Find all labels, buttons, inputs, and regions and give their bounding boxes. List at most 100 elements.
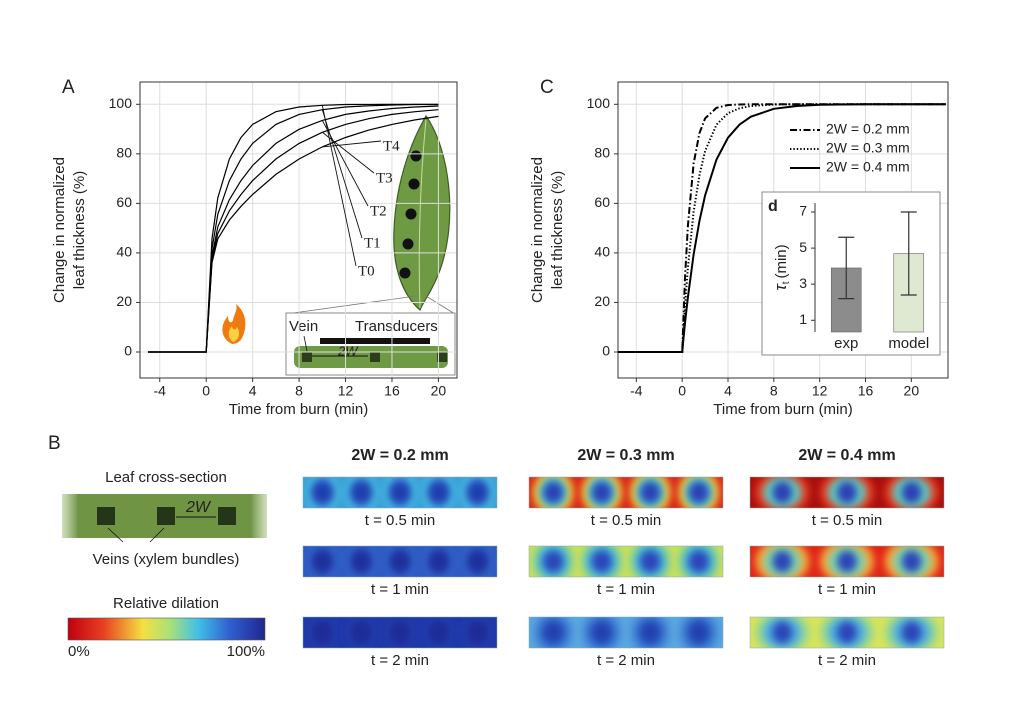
line <box>148 115 439 353</box>
colorbar <box>67 617 266 641</box>
heatmap-frame <box>528 616 724 649</box>
heatmap-vein <box>837 481 857 504</box>
line <box>618 103 946 353</box>
y-label-symbol: τ <box>771 283 790 291</box>
y-tick-label: 1 <box>799 311 807 327</box>
heatmap-vein <box>312 481 333 504</box>
heatmap-vein <box>591 481 612 504</box>
heatmap-vein <box>467 481 488 504</box>
heatmap-frame <box>528 545 724 578</box>
legend-label: 2W = 0.2 mm <box>826 121 910 137</box>
x-tick-label: 8 <box>770 383 778 399</box>
y-tick-label: 5 <box>799 239 807 255</box>
y-tick-label: 60 <box>594 194 610 210</box>
inset-vein-label: Vein <box>289 318 318 335</box>
y-axis-label: leaf thickness (%) <box>549 171 566 289</box>
colorbar-title: Relative dilation <box>113 595 219 612</box>
x-axis-label: Time from burn (min) <box>229 401 368 418</box>
heatmap-vein <box>428 550 449 573</box>
y-axis-label: leaf thickness (%) <box>71 171 88 289</box>
spacing-label: 2W <box>185 499 212 516</box>
x-tick-label: 0 <box>202 383 210 399</box>
heatmap <box>303 617 497 648</box>
line <box>618 103 946 353</box>
heatmap-frame <box>302 476 498 509</box>
y-tick-label: 40 <box>594 244 610 260</box>
series-label: T4 <box>383 138 400 154</box>
y-tick-label: 40 <box>116 244 132 260</box>
time-label: t = 1 min <box>371 581 429 598</box>
heatmap-frame <box>749 616 945 649</box>
x-tick-label: 16 <box>858 383 874 399</box>
error-bar <box>900 211 917 296</box>
heatmap <box>750 546 944 577</box>
y-tick-label: 3 <box>799 275 807 291</box>
inset-spacing-label: 2W <box>337 343 359 358</box>
heatmap-vein <box>591 621 612 644</box>
y-tick-label: 20 <box>116 293 132 309</box>
leader-line <box>322 140 382 148</box>
heatmap-vein <box>467 621 488 644</box>
y-tick-label: 80 <box>594 145 610 161</box>
x-tick-label: 20 <box>904 383 920 399</box>
leader-line <box>322 131 375 174</box>
heatmap-vein <box>543 550 564 573</box>
heatmap-vein <box>640 481 661 504</box>
y-tick-label: 7 <box>799 203 807 219</box>
leader-line <box>321 105 357 267</box>
heatmap-frame <box>749 545 945 578</box>
heatmap-vein <box>901 481 922 504</box>
x-tick-label: 4 <box>249 383 257 399</box>
series-label: T2 <box>370 203 387 219</box>
y-tick-label: 100 <box>587 95 611 111</box>
y-tick-label: 0 <box>602 343 610 359</box>
heatmap-frame <box>749 476 945 509</box>
heatmap-vein <box>901 621 922 644</box>
plot-frame <box>139 81 458 379</box>
y-axis-label: τt (min) <box>771 244 791 290</box>
heatmap-vein <box>688 481 709 504</box>
panel-label: A <box>62 77 75 98</box>
y-tick-label: 60 <box>116 194 132 210</box>
heatmap-vein <box>467 550 488 573</box>
panel-label: B <box>48 433 61 454</box>
heatmap-vein <box>428 481 449 504</box>
x-tick-label: 16 <box>384 383 400 399</box>
heatmap-vein <box>351 481 372 504</box>
heatmap-vein <box>837 621 857 644</box>
x-tick-label: 20 <box>431 383 447 399</box>
x-tick-label: model <box>888 335 929 352</box>
heatmap-frame <box>528 476 724 509</box>
heatmap-vein <box>543 621 564 644</box>
series-label: T0 <box>358 263 375 279</box>
heatmap-vein <box>772 481 793 504</box>
time-label: t = 0.5 min <box>591 512 661 529</box>
heatmap-frame <box>302 545 498 578</box>
heatmap-vein <box>591 550 612 573</box>
heatmap-vein <box>312 550 333 573</box>
heatmap <box>529 546 723 577</box>
heatmap-vein <box>543 481 564 504</box>
x-axis-label: Time from burn (min) <box>713 401 852 418</box>
time-label: t = 2 min <box>818 652 876 669</box>
time-label: t = 0.5 min <box>365 512 435 529</box>
y-axis-label: Change in normalized <box>51 157 68 303</box>
series-label: T3 <box>376 170 393 186</box>
x-tick-label: -4 <box>154 383 167 399</box>
inset-transducers-label: Transducers <box>355 318 438 335</box>
column-header: 2W = 0.3 mm <box>577 447 674 464</box>
heatmap-vein <box>428 621 449 644</box>
y-label-unit: (min) <box>773 244 790 278</box>
heatmap <box>303 546 497 577</box>
heatmap-vein <box>390 550 410 573</box>
x-tick-label: exp <box>834 335 858 352</box>
heatmap-vein <box>312 621 333 644</box>
heatmap <box>750 477 944 508</box>
x-tick-label: 8 <box>295 383 303 399</box>
time-label: t = 1 min <box>597 581 655 598</box>
leader-line <box>321 109 363 239</box>
plot-frame <box>617 81 949 379</box>
time-label: t = 2 min <box>371 652 429 669</box>
heatmap-vein <box>351 550 372 573</box>
